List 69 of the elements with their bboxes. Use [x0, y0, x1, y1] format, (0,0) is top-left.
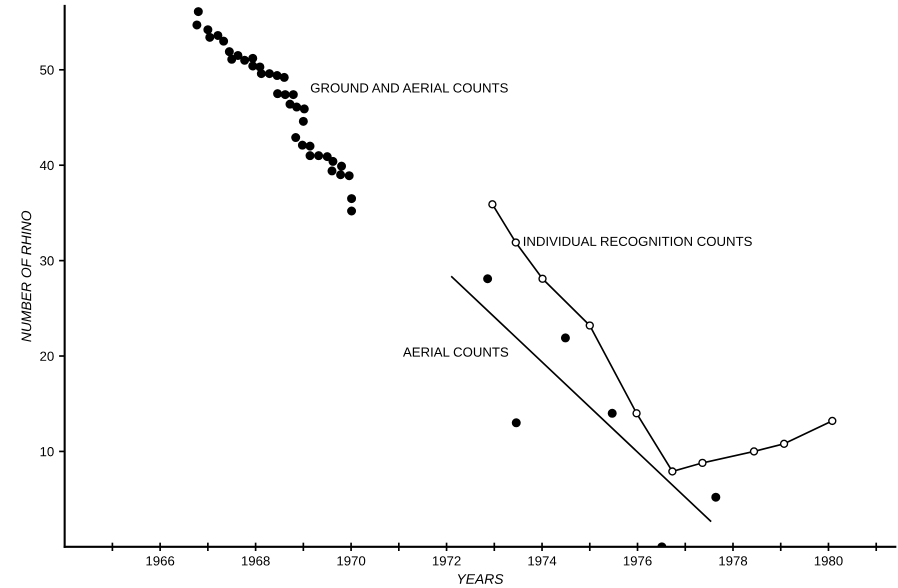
x-tick-label: 1976	[624, 556, 652, 566]
x-axis-title: YEARS	[458, 574, 504, 584]
point	[337, 162, 346, 171]
x-tick-label: 1966	[146, 556, 174, 566]
point	[328, 156, 338, 166]
point	[347, 194, 356, 204]
point	[288, 90, 298, 100]
point	[280, 90, 290, 100]
point	[344, 171, 354, 180]
point	[632, 409, 641, 418]
point	[322, 152, 332, 162]
point	[488, 200, 497, 208]
x-tick-label: 1980	[814, 556, 843, 566]
point	[219, 36, 228, 46]
point	[248, 61, 258, 70]
x-tick-label: 1968	[242, 556, 270, 566]
point	[233, 50, 242, 60]
point	[264, 69, 274, 78]
point	[698, 458, 707, 468]
y-tick-label: 30	[40, 256, 54, 266]
point	[347, 206, 356, 216]
y-tick-label: 40	[40, 160, 54, 170]
point	[306, 151, 315, 160]
point	[828, 416, 836, 426]
point	[314, 151, 324, 160]
point	[750, 447, 758, 456]
point	[538, 274, 547, 283]
y-tick-label: 20	[40, 352, 54, 361]
point	[560, 333, 570, 342]
point	[298, 116, 308, 126]
point	[213, 30, 222, 40]
series-label: INDIVIDUAL RECOGNITION COUNTS	[524, 236, 752, 246]
point	[272, 71, 282, 80]
point	[586, 321, 594, 330]
point	[780, 440, 788, 448]
point	[203, 25, 212, 34]
point	[483, 274, 492, 284]
point	[273, 89, 282, 98]
x-tick-label: 1970	[337, 556, 366, 566]
point	[300, 104, 309, 114]
point	[224, 47, 234, 56]
point	[256, 69, 266, 78]
y-axis-title: NUMBER OF RHINO	[21, 210, 32, 342]
point	[194, 7, 203, 16]
y-tick-label: 50	[40, 65, 54, 75]
point	[711, 492, 720, 502]
point	[248, 54, 258, 63]
point	[336, 170, 346, 180]
point	[306, 142, 315, 151]
point	[668, 467, 677, 476]
x-tick-label: 1972	[432, 556, 461, 566]
point	[292, 102, 302, 112]
point	[608, 408, 617, 418]
point	[512, 238, 520, 247]
series-label: AERIAL COUNTS	[402, 347, 508, 357]
point	[512, 418, 521, 428]
point	[280, 72, 289, 82]
point	[205, 32, 214, 42]
y-tick-label: 10	[40, 447, 54, 456]
point	[227, 54, 236, 64]
x-tick-label: 1974	[528, 556, 556, 566]
point	[285, 100, 294, 109]
point	[291, 133, 300, 142]
point	[192, 20, 202, 30]
series-label: GROUND AND AERIAL COUNTS	[310, 83, 508, 93]
x-tick-label: 1978	[719, 556, 748, 566]
point	[327, 166, 336, 176]
point	[298, 140, 307, 150]
point	[240, 56, 250, 65]
